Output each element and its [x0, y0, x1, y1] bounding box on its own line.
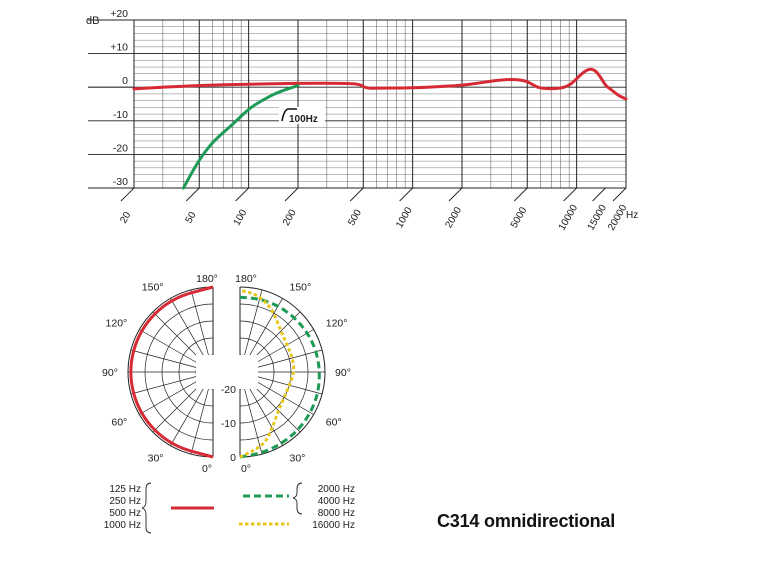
legend-yellow-item: 16000 Hz — [312, 520, 355, 531]
x-tick-line — [399, 187, 413, 202]
polar-spoke — [139, 380, 199, 415]
polar-db-label: -10 — [221, 418, 236, 430]
polar-spoke — [139, 329, 199, 364]
response-line-flat — [132, 67, 628, 101]
x-tick-line — [120, 187, 135, 202]
polar-spoke — [190, 289, 209, 356]
polar-db-label: 0 — [230, 452, 236, 464]
polar-spoke — [190, 388, 209, 455]
polar-series — [129, 285, 321, 459]
polar-db-label: -20 — [221, 384, 236, 396]
legend-left-item: 1000 Hz — [104, 520, 141, 531]
hpf-symbol-icon — [281, 108, 297, 122]
polar-spoke — [251, 311, 301, 361]
polar-angle-label: 60° — [326, 417, 342, 429]
hz-unit-label: Hz — [626, 210, 638, 221]
polar-angle-label: 180° — [235, 273, 257, 285]
polar-angle-label: 30° — [290, 453, 306, 465]
x-tick-label: 20 — [118, 210, 133, 226]
polar-right-half — [231, 286, 326, 458]
x-tick-line — [513, 187, 528, 202]
polar-spoke — [244, 388, 263, 455]
x-tick-line — [448, 187, 463, 202]
legend-left-item: 500 Hz — [109, 508, 141, 519]
polar-angle-label: 60° — [111, 417, 127, 429]
polar-spoke — [254, 329, 314, 364]
polar-spoke — [170, 298, 205, 358]
hpf-annotation-label: 100Hz — [289, 114, 318, 125]
frequency-axes: dB Hz — [86, 15, 638, 221]
x-tick-label: 1000 — [394, 205, 415, 230]
polar-angle-label: 30° — [148, 453, 164, 465]
y-tick-label: -20 — [113, 142, 128, 154]
polar-spoke — [152, 311, 202, 361]
x-tick-line — [592, 187, 606, 202]
polar-spoke — [130, 349, 197, 368]
polar-center-mask — [231, 355, 258, 389]
polar-center-mask — [196, 355, 216, 389]
polar-curve-low-freq — [129, 285, 214, 459]
polar-angle-label: 180° — [196, 273, 218, 285]
x-tick-line — [612, 187, 627, 202]
polar-left-half — [127, 286, 216, 458]
polar-angle-label: 0° — [202, 463, 212, 475]
y-tick-labels: +20 +10 0 -10 -20 -30 — [110, 8, 128, 188]
hpf-annotation: 100Hz — [279, 107, 325, 125]
x-tick-line — [563, 187, 577, 202]
x-tick-line — [284, 187, 299, 202]
polar-spoke — [170, 386, 205, 446]
polar-curve-16khz — [239, 288, 296, 459]
polar-angle-label: 120° — [326, 318, 348, 330]
legend: 125 Hz 250 Hz 500 Hz 1000 Hz 2000 Hz 400… — [104, 482, 355, 534]
polar-angle-label: 90° — [335, 367, 351, 379]
y-tick-label: -10 — [113, 109, 128, 121]
x-tick-label: 200 — [281, 207, 299, 227]
response-line-hpf — [181, 84, 300, 190]
legend-right-item: 4000 Hz — [318, 496, 355, 507]
x-tick-label: 2000 — [444, 205, 465, 230]
db-unit-label: dB — [86, 15, 99, 27]
legend-right-item: 8000 Hz — [318, 508, 355, 519]
polar-spoke — [248, 386, 283, 446]
y-tick-label: -30 — [113, 176, 128, 188]
x-tick-label: 500 — [346, 207, 364, 227]
polar-spoke — [254, 380, 314, 415]
plot-frame — [133, 19, 627, 189]
y-tick-label: +20 — [110, 8, 128, 20]
frequency-grid — [88, 19, 627, 202]
polar-angle-label: 150° — [142, 281, 164, 293]
polar-angle-label: 150° — [290, 281, 312, 293]
polar-spoke — [130, 376, 197, 395]
x-tick-label: 10000 — [557, 203, 581, 233]
x-tick-label: 50 — [184, 210, 199, 226]
y-tick-label: +10 — [110, 42, 128, 54]
y-tick-label: 0 — [122, 75, 128, 87]
polar-spoke — [256, 349, 323, 368]
x-tick-line — [235, 187, 249, 202]
polar-spoke — [251, 383, 301, 433]
polar-curve-mid-freq — [239, 295, 321, 459]
polar-spoke — [244, 289, 263, 356]
x-tick-line — [349, 187, 364, 202]
polar-labels: 180° 150° 120° 90° 60° 30° 0° 180° 150° 120° 90° 60… — [102, 273, 351, 475]
x-tick-label: 100 — [232, 207, 250, 227]
legend-left-brace-icon — [141, 482, 152, 534]
legend-right-brace-icon — [292, 482, 303, 515]
legend-left-item: 250 Hz — [109, 496, 141, 507]
x-tick-label: 15000 — [586, 203, 610, 233]
x-tick-line — [185, 187, 200, 202]
model-title: C314 omnidirectional — [437, 511, 616, 531]
legend-left-item: 125 Hz — [109, 484, 141, 495]
frequency-series — [132, 67, 628, 190]
polar-spoke — [152, 383, 202, 433]
legend-right-item: 2000 Hz — [318, 484, 355, 495]
polar-angle-label: 0° — [241, 463, 251, 475]
x-tick-label: 5000 — [509, 205, 530, 230]
polar-angle-label: 90° — [102, 367, 118, 379]
polar-angle-label: 120° — [106, 318, 128, 330]
polar-spoke — [248, 298, 283, 358]
